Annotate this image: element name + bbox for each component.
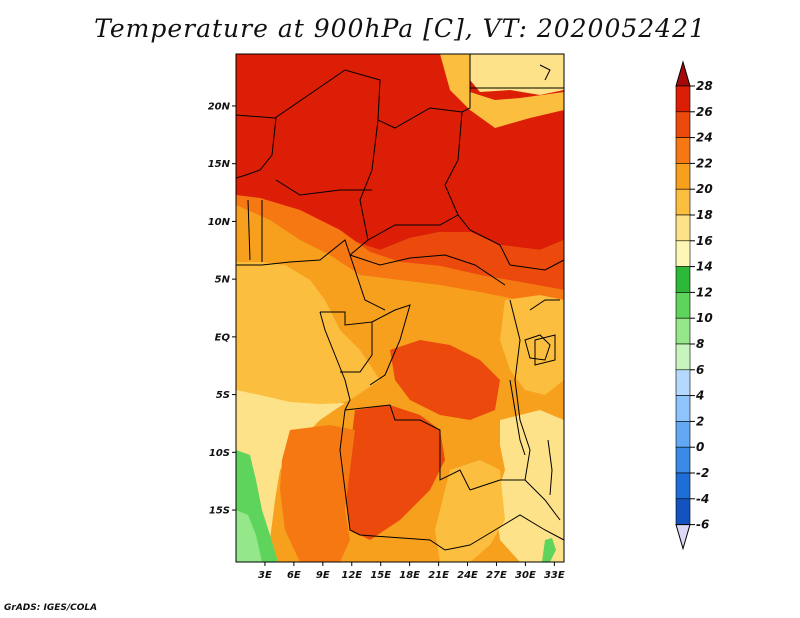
lon-tick-label: 15E	[370, 570, 391, 581]
border-south-sudan	[509, 259, 564, 271]
lat-tick-label: 20N	[208, 101, 231, 112]
field-ne-cool-2	[440, 54, 564, 128]
colorbar-swatch	[675, 421, 691, 448]
colorbar-label: 16	[696, 234, 713, 248]
border-congo	[369, 304, 411, 386]
field-se-green	[542, 538, 556, 562]
colorbar-label: 12	[696, 285, 713, 299]
colorbar-swatch	[675, 85, 691, 113]
border-north-4	[349, 119, 379, 256]
lat-tick-label: 10N	[208, 217, 231, 228]
lat-tick-label: EQ	[215, 332, 231, 343]
border-angola-2	[339, 409, 471, 551]
coastline-west	[236, 261, 351, 411]
footer-credit: GrADS: IGES/COLA	[4, 603, 98, 613]
coastline-east-top	[539, 64, 551, 81]
colorbar-swatch	[675, 395, 691, 422]
colorbar-swatch	[675, 111, 691, 138]
map-frame	[235, 53, 565, 563]
lat-tick-label: 15N	[208, 159, 231, 170]
colorbar-label: 8	[696, 337, 704, 351]
lon-tick-label: 24E	[457, 570, 478, 581]
border-north-1	[236, 54, 471, 129]
border-east-lakes	[529, 299, 560, 366]
colorbar-swatch	[675, 292, 691, 319]
latitude-axis: 20N 15N 10N 5N EQ 5S 10S 15S	[208, 101, 236, 517]
colorbar-swatch	[675, 317, 691, 345]
field-se-yellow	[435, 460, 505, 562]
lat-tick-label: 10S	[209, 448, 230, 459]
lon-tick-label: 18E	[399, 570, 420, 581]
colorbar-label: 2	[696, 414, 704, 428]
colorbar-swatch	[675, 188, 691, 216]
lake-victoria	[524, 334, 551, 361]
colorbar-label: 4	[695, 389, 704, 403]
border-drc-east	[509, 299, 531, 481]
field-gulf-cool	[236, 262, 380, 420]
colorbar-label: 0	[696, 440, 704, 454]
lake-malawi	[547, 439, 553, 496]
colorbar-label: 20	[696, 182, 713, 196]
field-se-cool	[495, 410, 564, 562]
colorbar-label: -4	[696, 492, 709, 506]
border-angola-1	[344, 404, 471, 491]
lat-tick-label: 5N	[215, 275, 231, 286]
colorbar-swatch	[675, 137, 691, 164]
border-west-4	[247, 199, 251, 261]
field-sw-lightgreen	[236, 510, 262, 562]
lon-tick-label: 27E	[486, 570, 507, 581]
colorbar-bottom-triangle	[675, 524, 691, 551]
colorbar-label: -2	[696, 466, 709, 480]
colorbar-swatch	[675, 472, 691, 500]
lat-tick-label: 15S	[209, 506, 230, 517]
lon-tick-label: 30E	[515, 570, 536, 581]
field-ne-cool	[470, 54, 564, 95]
border-cameroon	[289, 239, 386, 311]
field-south-core	[345, 405, 445, 540]
lon-tick-label: 12E	[341, 570, 362, 581]
colorbar-swatch	[675, 446, 691, 474]
colorbar-label: 22	[696, 156, 713, 170]
lon-tick-label: 3E	[258, 570, 272, 581]
country-borders	[236, 54, 564, 551]
lon-tick-label: 33E	[544, 570, 565, 581]
lake-tanganyika	[509, 379, 526, 456]
colorbar-swatch	[675, 163, 691, 190]
border-se	[469, 514, 564, 546]
longitude-axis: 3E 6E 9E 12E 15E 18E 21E 24E 27E 30E 33E	[258, 562, 565, 581]
field-congo-core	[390, 340, 500, 420]
colorbar-label: 14	[696, 260, 713, 274]
border-car-1	[367, 214, 511, 266]
colorbar-swatch	[675, 343, 691, 371]
lat-tick-label: 5S	[216, 390, 230, 401]
border-car-2	[349, 254, 506, 286]
border-west-2	[275, 179, 372, 196]
border-west-1	[236, 117, 277, 179]
colorbar-label: 6	[696, 363, 704, 377]
field-band-2	[236, 195, 564, 310]
colorbar-label: 26	[696, 105, 713, 119]
field-south-orange	[280, 425, 355, 562]
colorbar-label: 10	[696, 311, 713, 325]
colorbar-label: 24	[696, 131, 713, 145]
colorbar-swatch	[675, 240, 691, 267]
colorbar-label: 28	[696, 79, 713, 93]
border-zambia	[469, 479, 561, 521]
colorbar-swatch	[675, 266, 691, 293]
lon-tick-label: 9E	[316, 570, 330, 581]
colorbar-label: -6	[696, 518, 709, 532]
chart-title: Temperature at 900hPa [C], VT: 202005242…	[94, 14, 706, 43]
colorbar-swatch	[675, 369, 691, 396]
colorbar-swatch	[675, 498, 691, 525]
colorbar-label: 18	[696, 208, 713, 222]
lon-tick-label: 6E	[287, 570, 301, 581]
field-warm-band	[236, 195, 564, 290]
lon-tick-label: 21E	[428, 570, 449, 581]
colorbar-top-triangle	[675, 60, 691, 87]
border-north-3	[444, 111, 463, 216]
colorbar-swatch	[675, 214, 691, 242]
